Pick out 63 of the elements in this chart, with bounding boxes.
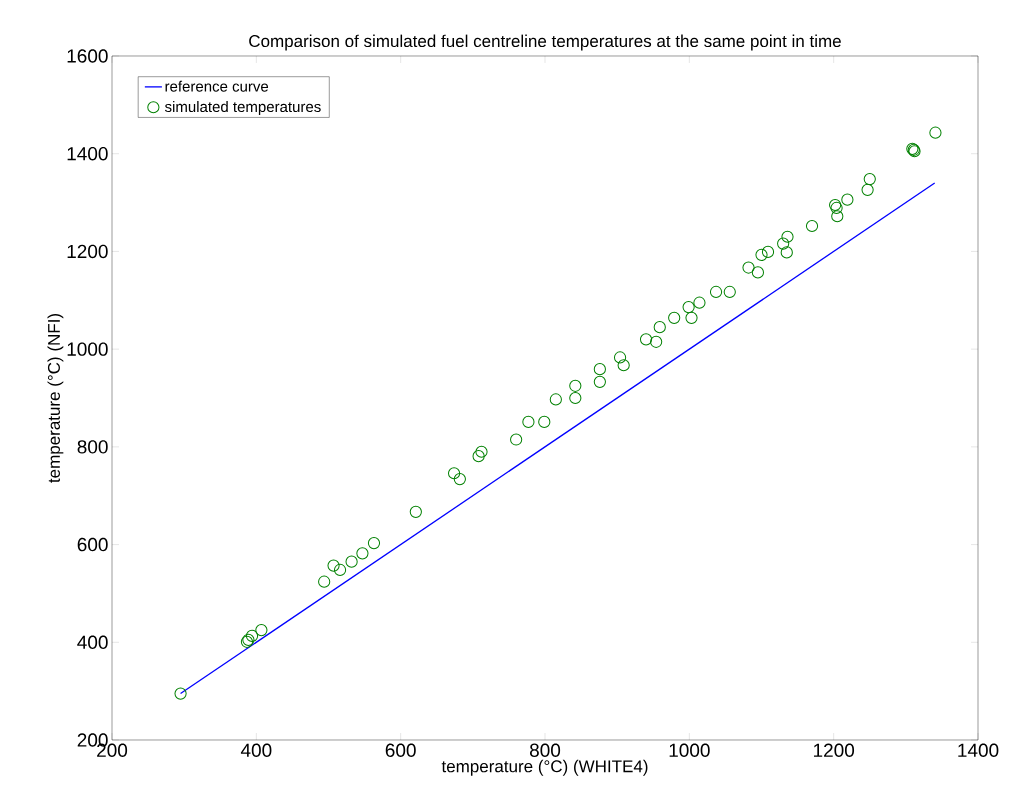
y-tick-label: 1000 (67, 342, 108, 356)
point (617, 359, 630, 372)
point (327, 559, 340, 572)
y-tick-label: 600 (77, 537, 108, 552)
point (861, 183, 874, 196)
point (593, 375, 606, 388)
point (639, 333, 653, 346)
point (693, 296, 706, 309)
point (777, 237, 790, 250)
point (447, 467, 461, 480)
point (569, 379, 582, 392)
point (929, 126, 942, 139)
x-tick-label: 1200 (813, 743, 855, 757)
point (318, 575, 331, 588)
point (345, 555, 358, 568)
point (409, 505, 422, 518)
y-tick-label: 400 (77, 635, 108, 650)
point (593, 363, 606, 376)
point (356, 547, 369, 560)
point (668, 311, 681, 324)
point (255, 623, 268, 637)
point (333, 563, 347, 577)
point (761, 245, 775, 259)
point (755, 248, 768, 261)
point (613, 351, 627, 364)
point (522, 415, 535, 429)
point (685, 311, 698, 324)
legend-label: simulated temperatures (164, 101, 321, 116)
point (475, 445, 488, 458)
x-tick-label: 800 (529, 743, 561, 757)
point (653, 321, 666, 334)
point (453, 473, 466, 486)
point (723, 285, 736, 299)
y-tick-label: 1200 (67, 244, 108, 259)
x-tick-label: 600 (385, 743, 416, 757)
point (831, 210, 844, 223)
point (742, 261, 755, 274)
y-tick-label: 1400 (67, 146, 108, 161)
point (751, 266, 764, 279)
chart-title: Comparison of simulated fuel centreline temperatures at the same point in time (249, 34, 841, 51)
point (538, 415, 551, 429)
point (709, 285, 723, 299)
point (472, 450, 485, 463)
point (650, 335, 663, 348)
point (780, 246, 793, 259)
y-axis-title: temperature (°C) (NFI) (47, 313, 64, 483)
point (569, 391, 582, 405)
point (510, 433, 523, 446)
point (805, 219, 819, 233)
point (863, 173, 876, 186)
y-tick-label: 800 (77, 440, 108, 454)
point (549, 393, 562, 406)
x-tick-label: 400 (240, 743, 272, 757)
x-tick-label: 1000 (669, 743, 710, 757)
point (841, 193, 854, 206)
point (367, 537, 381, 550)
point (781, 230, 794, 243)
y-tick-label: 1600 (67, 49, 108, 63)
point (174, 687, 187, 700)
x-tick-label: 1400 (958, 743, 999, 757)
legend-label: reference curve (165, 80, 269, 92)
point (682, 301, 695, 314)
x-axis-title: temperature (°C) (WHITE4) (441, 759, 648, 776)
